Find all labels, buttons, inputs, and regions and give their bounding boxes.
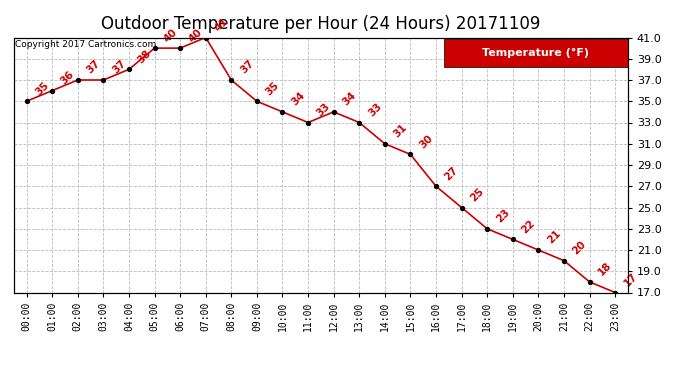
Point: [456, 204, 467, 210]
Text: 31: 31: [392, 122, 409, 140]
Text: 37: 37: [238, 58, 256, 76]
Text: 22: 22: [520, 218, 537, 235]
Text: 37: 37: [85, 58, 102, 76]
Text: 17: 17: [622, 271, 640, 288]
Point: [328, 109, 339, 115]
Text: 20: 20: [571, 239, 588, 256]
Point: [149, 45, 160, 51]
Point: [609, 290, 620, 296]
Text: 27: 27: [443, 165, 460, 182]
Point: [47, 88, 58, 94]
Text: 25: 25: [469, 186, 486, 203]
Point: [533, 247, 544, 253]
Text: Temperature (°F): Temperature (°F): [482, 48, 589, 58]
Point: [431, 183, 442, 189]
Point: [405, 152, 416, 157]
Point: [124, 66, 135, 72]
Text: Copyright 2017 Cartronics.com: Copyright 2017 Cartronics.com: [15, 40, 156, 49]
Point: [507, 236, 518, 242]
Point: [277, 109, 288, 115]
Point: [98, 77, 109, 83]
Point: [175, 45, 186, 51]
Text: 38: 38: [136, 48, 153, 65]
Point: [584, 279, 595, 285]
Text: 37: 37: [110, 58, 128, 76]
Text: 33: 33: [315, 101, 333, 118]
Point: [302, 120, 313, 126]
Point: [200, 34, 211, 40]
Text: 35: 35: [264, 80, 281, 97]
Point: [21, 98, 32, 104]
Text: 30: 30: [417, 133, 435, 150]
Point: [482, 226, 493, 232]
Text: 18: 18: [596, 260, 614, 278]
Text: 35: 35: [34, 80, 51, 97]
Text: 40: 40: [161, 27, 179, 44]
Title: Outdoor Temperature per Hour (24 Hours) 20171109: Outdoor Temperature per Hour (24 Hours) …: [101, 15, 540, 33]
Text: 34: 34: [289, 90, 307, 108]
Point: [251, 98, 262, 104]
Text: 21: 21: [545, 228, 562, 246]
Point: [226, 77, 237, 83]
Text: 40: 40: [187, 27, 204, 44]
Point: [72, 77, 83, 83]
Text: 36: 36: [59, 69, 77, 87]
Text: 41: 41: [213, 16, 230, 33]
Point: [380, 141, 391, 147]
Point: [558, 258, 569, 264]
Point: [354, 120, 365, 126]
Text: 33: 33: [366, 101, 384, 118]
Text: 34: 34: [341, 90, 358, 108]
FancyBboxPatch shape: [444, 39, 628, 67]
Text: 23: 23: [494, 207, 511, 225]
